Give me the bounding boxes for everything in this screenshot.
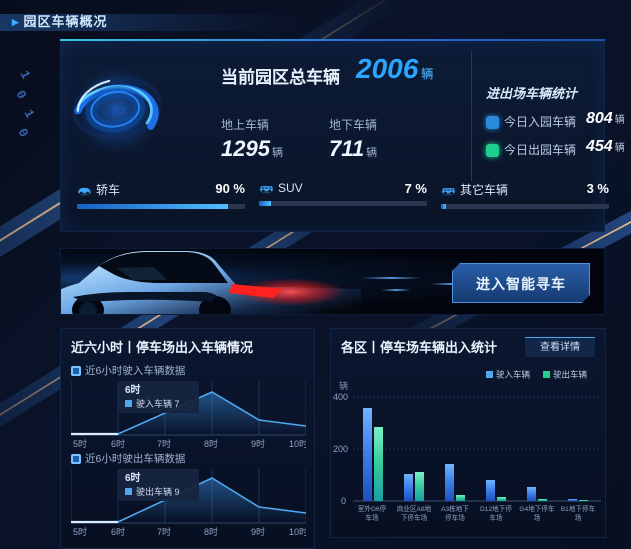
svg-text:10时: 10时 <box>289 526 306 537</box>
svg-text:5时: 5时 <box>73 438 87 449</box>
svg-text:下停车场: 下停车场 <box>401 513 428 522</box>
svg-text:1: 1 <box>16 68 33 82</box>
svg-text:驶出车辆 9: 驶出车辆 9 <box>136 486 180 497</box>
svg-text:9时: 9时 <box>251 526 265 537</box>
svg-text:6时: 6时 <box>111 438 125 449</box>
svg-text:8时: 8时 <box>204 526 218 537</box>
svg-text:商业区A8地: 商业区A8地 <box>397 504 432 513</box>
svg-text:1: 1 <box>20 107 37 121</box>
svg-text:辆: 辆 <box>339 380 348 391</box>
svg-text:G4地下停车: G4地下停车 <box>519 504 555 513</box>
svg-text:B1地下停车: B1地下停车 <box>561 504 596 513</box>
svg-text:10时: 10时 <box>289 438 306 449</box>
svg-text:8时: 8时 <box>204 438 218 449</box>
svg-text:车场: 车场 <box>489 513 503 522</box>
svg-text:9时: 9时 <box>251 438 265 449</box>
svg-text:0: 0 <box>341 496 346 506</box>
svg-text:6时: 6时 <box>111 526 125 537</box>
svg-text:6时: 6时 <box>125 383 141 396</box>
svg-text:0: 0 <box>14 126 31 140</box>
svg-text:驶入车辆 7: 驶入车辆 7 <box>136 398 180 409</box>
svg-text:5时: 5时 <box>73 526 87 537</box>
svg-text:7时: 7时 <box>157 526 171 537</box>
svg-text:6时: 6时 <box>125 471 141 484</box>
svg-text:0: 0 <box>12 88 29 102</box>
svg-text:场: 场 <box>575 513 582 522</box>
svg-text:200: 200 <box>333 444 348 454</box>
svg-text:400: 400 <box>333 392 348 402</box>
svg-text:驶出车辆: 驶出车辆 <box>553 370 588 380</box>
svg-text:驶入车辆: 驶入车辆 <box>496 370 531 380</box>
svg-text:D12地下停: D12地下停 <box>480 504 512 513</box>
svg-text:车场: 车场 <box>365 513 379 522</box>
svg-text:停车场: 停车场 <box>445 513 465 522</box>
svg-text:A3栋地下: A3栋地下 <box>441 504 469 513</box>
svg-text:场: 场 <box>534 513 541 522</box>
svg-text:7时: 7时 <box>157 438 171 449</box>
svg-text:室外G6停: 室外G6停 <box>358 504 387 513</box>
